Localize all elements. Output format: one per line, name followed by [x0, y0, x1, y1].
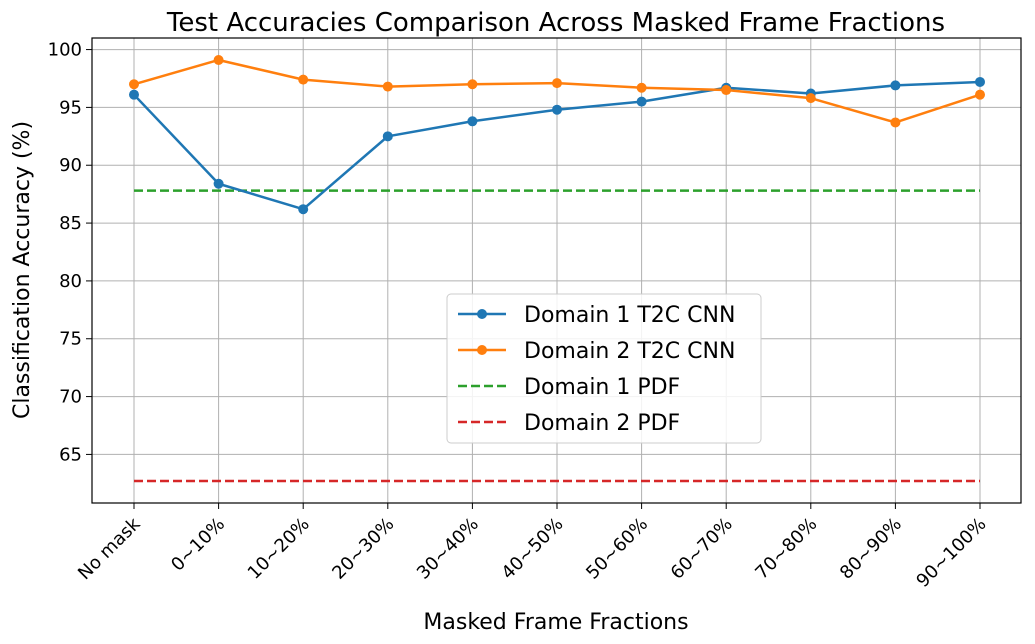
y-tick-label: 85 [59, 213, 82, 234]
x-tick-label: 10~20% [244, 514, 314, 584]
x-tick-label: 60~70% [667, 514, 737, 584]
series-1 [129, 76, 985, 215]
legend-label: Domain 2 T2C CNN [524, 339, 735, 364]
data-point [213, 178, 224, 189]
data-point [975, 89, 985, 100]
data-point [382, 131, 393, 142]
legend-box [446, 293, 762, 444]
y-tick-label: 75 [59, 329, 82, 350]
y-tick-label: 65 [59, 444, 82, 465]
data-point [721, 85, 732, 96]
data-point [467, 79, 478, 90]
data-point [129, 89, 139, 100]
series-layer [129, 54, 985, 483]
chart-title: Test Accuracies Comparison Across Masked… [166, 8, 945, 38]
data-point [552, 78, 562, 89]
data-point [636, 82, 647, 93]
x-tick-label: 70~80% [751, 514, 821, 584]
x-axis-title: Masked Frame Fractions [423, 610, 688, 635]
x-tick-label: 40~50% [498, 514, 568, 584]
data-point [890, 80, 901, 91]
y-tick-label: 70 [59, 387, 82, 408]
legend-label: Domain 1 PDF [524, 375, 680, 400]
x-tick-label: 50~60% [582, 514, 652, 584]
data-point [382, 81, 393, 92]
y-axis: 65 70 75 80 85 90 95 100 [48, 40, 92, 465]
data-point [213, 54, 224, 65]
legend-marker [477, 309, 487, 319]
data-point [298, 74, 309, 85]
legend-item: Domain 2 T2C CNN [458, 339, 735, 364]
x-tick-label: 80~90% [836, 514, 906, 584]
series-2 [129, 54, 985, 128]
y-tick-label: 90 [59, 155, 82, 176]
legend-item: Domain 1 T2C CNN [458, 303, 735, 328]
legend-label: Domain 1 T2C CNN [524, 303, 735, 328]
data-point [467, 116, 478, 127]
x-tick-label: 0~10% [167, 514, 229, 576]
x-tick-label: 90~100% [912, 514, 990, 592]
legend-item: Domain 2 PDF [458, 411, 680, 436]
y-axis-title: Classification Accuracy (%) [10, 121, 35, 419]
x-axis: No mask 0~10% 10~20% 20~30% 30~40% 40~50% 50~6… [74, 503, 991, 592]
y-tick-label: 100 [48, 40, 82, 61]
legend-item: Domain 1 PDF [458, 375, 680, 400]
y-tick-label: 80 [59, 271, 82, 292]
data-point [129, 79, 139, 90]
legend-marker [477, 345, 487, 355]
data-point [298, 204, 309, 215]
data-point [890, 117, 901, 128]
data-point [636, 96, 647, 107]
y-tick-label: 95 [59, 97, 82, 118]
data-point [552, 104, 562, 115]
data-point [975, 76, 985, 87]
data-point [805, 93, 816, 104]
legend: Domain 1 T2C CNN Domain 2 T2C CNN Domain 1… [446, 293, 762, 444]
legend-label: Domain 2 PDF [524, 411, 680, 436]
x-tick-label: 20~30% [328, 514, 398, 584]
x-tick-label: 30~40% [413, 514, 483, 584]
x-tick-label: No mask [74, 513, 145, 584]
